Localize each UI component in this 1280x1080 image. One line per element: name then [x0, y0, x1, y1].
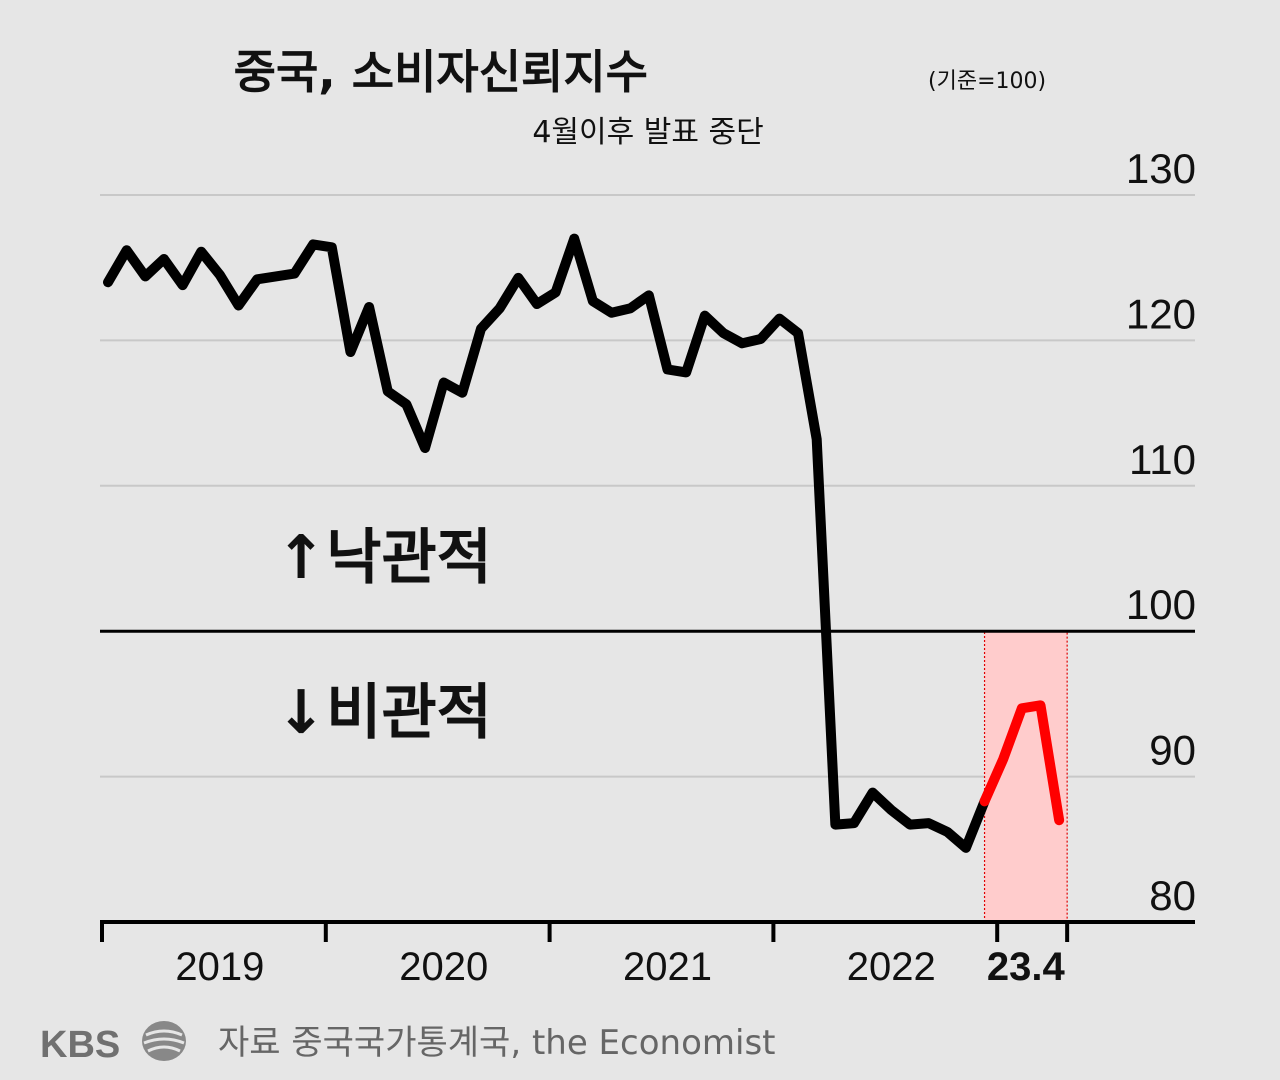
y-tick-labels: 130 120 110 100 90 80: [1126, 145, 1196, 919]
source-text: 자료 중국국가통계국, the Economist: [218, 1023, 776, 1063]
series-line-recent: [979, 700, 1065, 826]
x-tick-label: 2022: [847, 945, 936, 989]
y-tick-label: 80: [1149, 872, 1196, 919]
kbs-logo-text: KBS: [40, 1024, 120, 1066]
optimistic-label: ↑낙관적: [276, 523, 492, 593]
y-tick-label: 120: [1126, 290, 1196, 337]
pessimistic-label: ↓비관적: [276, 678, 492, 748]
x-tick-label: 2019: [175, 945, 264, 989]
y-tick-label: 130: [1126, 145, 1196, 192]
kbs-logo: KBS: [40, 1021, 186, 1066]
x-tick-label-last: 23.4: [987, 945, 1066, 989]
kbs-logo-icon: [142, 1021, 186, 1061]
x-axis: 2019 2020 2021 2022 23.4: [100, 920, 1195, 989]
y-tick-label: 110: [1129, 436, 1196, 483]
chart-title-note: (기준=100): [928, 69, 1046, 94]
x-tick-label: 2021: [623, 945, 712, 989]
y-tick-label: 90: [1149, 727, 1196, 774]
y-tick-label: 100: [1126, 581, 1196, 628]
series-line-main: [103, 233, 990, 853]
chart-subtitle: 4월이후 발표 중단: [532, 115, 763, 150]
x-tick-label: 2020: [399, 945, 488, 989]
chart-title: 중국, 소비자신뢰지수: [234, 45, 648, 99]
